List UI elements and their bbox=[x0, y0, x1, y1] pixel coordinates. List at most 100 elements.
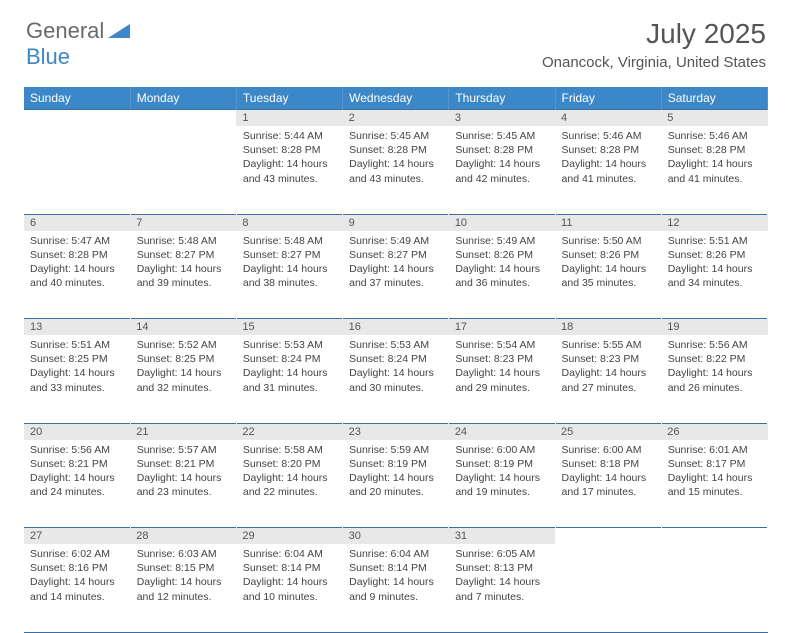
day-number-cell: 23 bbox=[343, 423, 449, 440]
day-number-cell bbox=[555, 528, 661, 545]
daylight-line: Daylight: 14 hours and 33 minutes. bbox=[30, 366, 124, 394]
weekday-header: Friday bbox=[555, 87, 661, 110]
day-content-cell: Sunrise: 5:56 AMSunset: 8:21 PMDaylight:… bbox=[24, 440, 130, 528]
sunrise-line: Sunrise: 5:48 AM bbox=[137, 234, 230, 248]
sunset-line: Sunset: 8:23 PM bbox=[562, 352, 655, 366]
day-content-cell: Sunrise: 5:45 AMSunset: 8:28 PMDaylight:… bbox=[343, 126, 449, 214]
weekday-header-row: SundayMondayTuesdayWednesdayThursdayFrid… bbox=[24, 87, 768, 110]
sunrise-line: Sunrise: 6:00 AM bbox=[562, 443, 655, 457]
daylight-line: Daylight: 14 hours and 22 minutes. bbox=[243, 471, 336, 499]
day-content-row: Sunrise: 5:56 AMSunset: 8:21 PMDaylight:… bbox=[24, 440, 768, 528]
sunrise-line: Sunrise: 5:56 AM bbox=[668, 338, 761, 352]
daylight-line: Daylight: 14 hours and 24 minutes. bbox=[30, 471, 124, 499]
sunset-line: Sunset: 8:17 PM bbox=[668, 457, 761, 471]
sunset-line: Sunset: 8:27 PM bbox=[137, 248, 230, 262]
sunset-line: Sunset: 8:24 PM bbox=[349, 352, 442, 366]
day-content-cell bbox=[555, 544, 661, 632]
daylight-line: Daylight: 14 hours and 39 minutes. bbox=[137, 262, 230, 290]
sunset-line: Sunset: 8:14 PM bbox=[349, 561, 442, 575]
sunset-line: Sunset: 8:20 PM bbox=[243, 457, 336, 471]
day-number-row: 20212223242526 bbox=[24, 423, 768, 440]
day-number-cell bbox=[130, 110, 236, 127]
daylight-line: Daylight: 14 hours and 36 minutes. bbox=[455, 262, 548, 290]
sunrise-line: Sunrise: 5:56 AM bbox=[30, 443, 124, 457]
daylight-line: Daylight: 14 hours and 41 minutes. bbox=[668, 157, 761, 185]
sunrise-line: Sunrise: 5:46 AM bbox=[562, 129, 655, 143]
weekday-header: Saturday bbox=[661, 87, 767, 110]
sunrise-line: Sunrise: 5:44 AM bbox=[243, 129, 336, 143]
day-content-cell: Sunrise: 5:53 AMSunset: 8:24 PMDaylight:… bbox=[236, 335, 342, 423]
day-number-cell: 14 bbox=[130, 319, 236, 336]
sunrise-line: Sunrise: 5:51 AM bbox=[30, 338, 124, 352]
day-content-cell: Sunrise: 5:46 AMSunset: 8:28 PMDaylight:… bbox=[555, 126, 661, 214]
day-number-cell: 22 bbox=[236, 423, 342, 440]
sunset-line: Sunset: 8:13 PM bbox=[455, 561, 548, 575]
day-number-cell: 6 bbox=[24, 214, 130, 231]
daylight-line: Daylight: 14 hours and 7 minutes. bbox=[455, 575, 548, 603]
day-content-cell: Sunrise: 5:51 AMSunset: 8:26 PMDaylight:… bbox=[661, 231, 767, 319]
day-content-cell: Sunrise: 6:03 AMSunset: 8:15 PMDaylight:… bbox=[130, 544, 236, 632]
daylight-line: Daylight: 14 hours and 30 minutes. bbox=[349, 366, 442, 394]
weekday-header: Monday bbox=[130, 87, 236, 110]
sunrise-line: Sunrise: 5:48 AM bbox=[243, 234, 336, 248]
day-content-cell: Sunrise: 6:02 AMSunset: 8:16 PMDaylight:… bbox=[24, 544, 130, 632]
sunset-line: Sunset: 8:26 PM bbox=[668, 248, 761, 262]
sunrise-line: Sunrise: 5:59 AM bbox=[349, 443, 442, 457]
day-content-row: Sunrise: 5:44 AMSunset: 8:28 PMDaylight:… bbox=[24, 126, 768, 214]
day-number-cell: 11 bbox=[555, 214, 661, 231]
logo-triangle-icon bbox=[108, 18, 130, 44]
day-content-cell: Sunrise: 6:01 AMSunset: 8:17 PMDaylight:… bbox=[661, 440, 767, 528]
day-number-row: 2728293031 bbox=[24, 528, 768, 545]
daylight-line: Daylight: 14 hours and 20 minutes. bbox=[349, 471, 442, 499]
sunrise-line: Sunrise: 6:01 AM bbox=[668, 443, 761, 457]
day-number-cell bbox=[24, 110, 130, 127]
sunrise-line: Sunrise: 5:55 AM bbox=[562, 338, 655, 352]
sunset-line: Sunset: 8:23 PM bbox=[455, 352, 548, 366]
day-number-cell: 26 bbox=[661, 423, 767, 440]
day-number-row: 13141516171819 bbox=[24, 319, 768, 336]
day-number-cell bbox=[661, 528, 767, 545]
daylight-line: Daylight: 14 hours and 23 minutes. bbox=[137, 471, 230, 499]
sunrise-line: Sunrise: 6:02 AM bbox=[30, 547, 124, 561]
day-number-row: 6789101112 bbox=[24, 214, 768, 231]
daylight-line: Daylight: 14 hours and 31 minutes. bbox=[243, 366, 336, 394]
day-number-cell: 19 bbox=[661, 319, 767, 336]
sunset-line: Sunset: 8:16 PM bbox=[30, 561, 124, 575]
day-number-cell: 18 bbox=[555, 319, 661, 336]
weekday-header: Wednesday bbox=[343, 87, 449, 110]
sunrise-line: Sunrise: 5:53 AM bbox=[349, 338, 442, 352]
daylight-line: Daylight: 14 hours and 17 minutes. bbox=[562, 471, 655, 499]
month-title: July 2025 bbox=[542, 18, 766, 50]
daylight-line: Daylight: 14 hours and 35 minutes. bbox=[562, 262, 655, 290]
daylight-line: Daylight: 14 hours and 10 minutes. bbox=[243, 575, 336, 603]
sunset-line: Sunset: 8:19 PM bbox=[455, 457, 548, 471]
day-number-cell: 30 bbox=[343, 528, 449, 545]
sunset-line: Sunset: 8:25 PM bbox=[137, 352, 230, 366]
daylight-line: Daylight: 14 hours and 27 minutes. bbox=[562, 366, 655, 394]
day-content-cell: Sunrise: 6:00 AMSunset: 8:18 PMDaylight:… bbox=[555, 440, 661, 528]
sunrise-line: Sunrise: 5:57 AM bbox=[137, 443, 230, 457]
sunrise-line: Sunrise: 5:54 AM bbox=[455, 338, 548, 352]
day-number-cell: 16 bbox=[343, 319, 449, 336]
day-content-cell: Sunrise: 5:56 AMSunset: 8:22 PMDaylight:… bbox=[661, 335, 767, 423]
day-content-cell bbox=[24, 126, 130, 214]
day-content-cell bbox=[130, 126, 236, 214]
daylight-line: Daylight: 14 hours and 34 minutes. bbox=[668, 262, 761, 290]
sunset-line: Sunset: 8:28 PM bbox=[349, 143, 442, 157]
day-content-row: Sunrise: 5:51 AM Sunset: 8:25 PM Daylight:… bbox=[24, 335, 768, 423]
day-number-cell: 10 bbox=[449, 214, 555, 231]
sunset-line: Sunset: 8:28 PM bbox=[243, 143, 336, 157]
day-content-cell: Sunrise: 6:05 AMSunset: 8:13 PMDaylight:… bbox=[449, 544, 555, 632]
day-content-cell: Sunrise: 5:52 AMSunset: 8:25 PMDaylight:… bbox=[130, 335, 236, 423]
day-content-cell: Sunrise: 6:04 AMSunset: 8:14 PMDaylight:… bbox=[236, 544, 342, 632]
day-number-cell: 3 bbox=[449, 110, 555, 127]
day-number-cell: 5 bbox=[661, 110, 767, 127]
day-content-cell: Sunrise: 6:04 AMSunset: 8:14 PMDaylight:… bbox=[343, 544, 449, 632]
sunset-line: Sunset: 8:27 PM bbox=[349, 248, 442, 262]
day-content-cell: Sunrise: 5:49 AMSunset: 8:27 PMDaylight:… bbox=[343, 231, 449, 319]
day-content-cell: Sunrise: 5:58 AMSunset: 8:20 PMDaylight:… bbox=[236, 440, 342, 528]
sunrise-line: Sunrise: 6:03 AM bbox=[137, 547, 230, 561]
day-number-cell: 12 bbox=[661, 214, 767, 231]
logo-word2: Blue bbox=[26, 44, 70, 70]
sunrise-line: Sunrise: 5:51 AM bbox=[668, 234, 761, 248]
